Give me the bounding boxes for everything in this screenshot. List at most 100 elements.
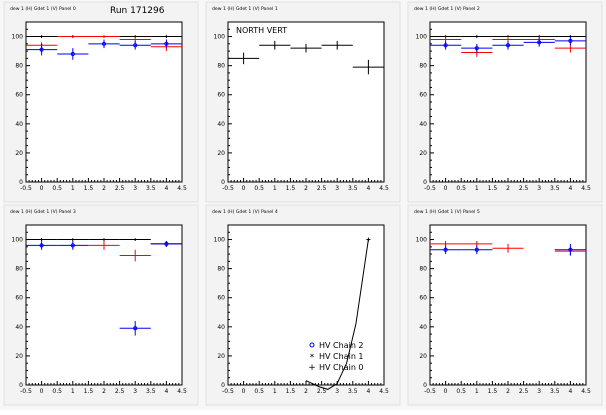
y-tick-label: 0 bbox=[19, 382, 23, 389]
data-point-marker bbox=[164, 41, 169, 46]
x-tick-label: 1.5 bbox=[488, 185, 498, 192]
x-tick-label: 0 bbox=[40, 388, 44, 395]
panel-2: dew 1 (H) Gdet 1 (V) Panel 2-0.5 0 0.5 1 1.5… bbox=[407, 1, 603, 203]
data-point-marker bbox=[568, 247, 573, 252]
y-tick-label: 100 bbox=[416, 237, 428, 244]
legend-label: HV Chain 0 bbox=[319, 363, 364, 372]
x-tick-label: 2.5 bbox=[519, 388, 529, 395]
y-tick-label: 60 bbox=[217, 92, 225, 99]
y-tick-label: 40 bbox=[419, 121, 427, 128]
x-tick-label: 4.5 bbox=[581, 185, 591, 192]
y-tick-label: 80 bbox=[419, 63, 427, 70]
x-tick-label: 0.5 bbox=[254, 185, 264, 192]
plot-area bbox=[25, 224, 183, 386]
data-point-marker bbox=[568, 38, 573, 44]
data-layer bbox=[430, 241, 586, 256]
data-point-marker bbox=[101, 41, 107, 46]
x-tick-label: 3 bbox=[335, 185, 339, 192]
x-tick-label: 4.5 bbox=[177, 185, 187, 192]
data-point-marker bbox=[443, 247, 448, 252]
y-tick-label: 20 bbox=[217, 353, 225, 360]
y-tick-label: 20 bbox=[419, 150, 427, 157]
x-tick-label: 4 bbox=[164, 185, 168, 192]
data-point-marker bbox=[164, 241, 169, 247]
legend-label: HV Chain 1 bbox=[319, 352, 364, 361]
panel-title: dew 1 (H) Gdet 1 (V) Panel 0 bbox=[10, 6, 76, 12]
x-tick-label: 0 bbox=[242, 388, 246, 395]
x-tick-label: 0.5 bbox=[456, 388, 466, 395]
x-tick-label: 0.5 bbox=[52, 388, 62, 395]
x-tick-label: 1 bbox=[273, 388, 277, 395]
x-tick-label: 4 bbox=[568, 185, 572, 192]
y-tick-label: 20 bbox=[15, 353, 23, 360]
x-tick-label: 3.5 bbox=[550, 185, 560, 192]
x-tick-label: 0.5 bbox=[254, 388, 264, 395]
data-point-marker bbox=[537, 40, 542, 45]
x-tick-label: 3.5 bbox=[146, 388, 156, 395]
x-tick-label: 1.5 bbox=[84, 185, 94, 192]
x-tick-label: 2 bbox=[304, 185, 308, 192]
data-point-marker bbox=[70, 243, 75, 248]
y-tick-label: 0 bbox=[423, 179, 427, 186]
y-tick-label: 100 bbox=[214, 34, 226, 41]
x-tick-label: 0 bbox=[40, 185, 44, 192]
panel-title: dew 1 (H) Gdet 1 (V) Panel 4 bbox=[212, 209, 278, 215]
x-tick-label: -0.5 bbox=[222, 388, 234, 395]
y-tick-label: 60 bbox=[419, 92, 427, 99]
y-tick-label: 0 bbox=[19, 179, 23, 186]
x-tick-label: 1 bbox=[475, 388, 479, 395]
panel-3: dew 1 (H) Gdet 1 (V) Panel 3-0.5 0 0.5 1 1.5… bbox=[3, 204, 199, 406]
x-tick-label: 1.5 bbox=[286, 388, 296, 395]
data-point-marker bbox=[443, 43, 448, 48]
x-tick-label: 0 bbox=[242, 185, 246, 192]
y-tick-label: 80 bbox=[15, 266, 23, 273]
run-label: Run 171296 bbox=[110, 6, 165, 16]
y-tick-label: 0 bbox=[221, 179, 225, 186]
data-point-marker bbox=[39, 47, 44, 52]
x-tick-label: 4 bbox=[366, 388, 370, 395]
panel-0: dew 1 (H) Gdet 1 (V) Panel 0 Run 171296 -0… bbox=[3, 1, 199, 203]
y-tick-label: 80 bbox=[419, 266, 427, 273]
x-tick-label: 1 bbox=[475, 185, 479, 192]
legend: HV Chain 2 * HV Chain 1+ HV Chain 0 bbox=[308, 341, 363, 373]
x-tick-label: -0.5 bbox=[424, 388, 436, 395]
x-tick-label: 4 bbox=[164, 388, 168, 395]
panel-title: dew 1 (H) Gdet 1 (V) Panel 2 bbox=[414, 6, 480, 12]
panel-5: dew 1 (H) Gdet 1 (V) Panel 5 -0.5 0 0.5 1 1.5… bbox=[407, 204, 603, 406]
legend-marker bbox=[309, 342, 315, 348]
x-tick-label: 0.5 bbox=[52, 185, 62, 192]
x-tick-label: 4.5 bbox=[581, 388, 591, 395]
x-tick-label: 3 bbox=[133, 388, 137, 395]
y-tick-label: 0 bbox=[423, 382, 427, 389]
y-tick-label: 60 bbox=[217, 295, 225, 302]
y-tick-label: 80 bbox=[217, 63, 225, 70]
x-tick-label: 2.5 bbox=[317, 185, 327, 192]
x-tick-label: -0.5 bbox=[222, 185, 234, 192]
panel-title: dew 1 (H) Gdet 1 (V) Panel 3 bbox=[10, 209, 76, 215]
x-tick-label: 3 bbox=[335, 388, 339, 395]
x-tick-label: 1.5 bbox=[84, 388, 94, 395]
legend-label: HV Chain 2 bbox=[319, 341, 364, 350]
x-tick-label: -0.5 bbox=[424, 185, 436, 192]
y-tick-label: 100 bbox=[416, 34, 428, 41]
x-tick-label: -0.5 bbox=[20, 185, 32, 192]
x-tick-label: 0 bbox=[444, 185, 448, 192]
data-point-marker bbox=[133, 326, 138, 331]
y-tick-label: 20 bbox=[217, 150, 225, 157]
panel-title: dew 1 (H) Gdet 1 (V) Panel 1 bbox=[212, 6, 278, 12]
x-tick-label: 2.5 bbox=[519, 185, 529, 192]
x-tick-label: 4.5 bbox=[379, 185, 389, 192]
x-tick-label: 2 bbox=[506, 388, 510, 395]
plot-area bbox=[25, 21, 183, 183]
x-tick-label: 2 bbox=[102, 185, 106, 192]
x-tick-label: 4 bbox=[366, 185, 370, 192]
data-point-marker bbox=[474, 247, 479, 252]
y-tick-label: 20 bbox=[419, 353, 427, 360]
y-tick-label: 100 bbox=[214, 237, 226, 244]
data-point-marker bbox=[39, 243, 44, 248]
x-tick-label: 1.5 bbox=[488, 388, 498, 395]
data-point-marker bbox=[505, 43, 511, 48]
data-point-marker bbox=[474, 46, 479, 51]
panel-title: dew 1 (H) Gdet 1 (V) Panel 5 bbox=[414, 209, 480, 215]
